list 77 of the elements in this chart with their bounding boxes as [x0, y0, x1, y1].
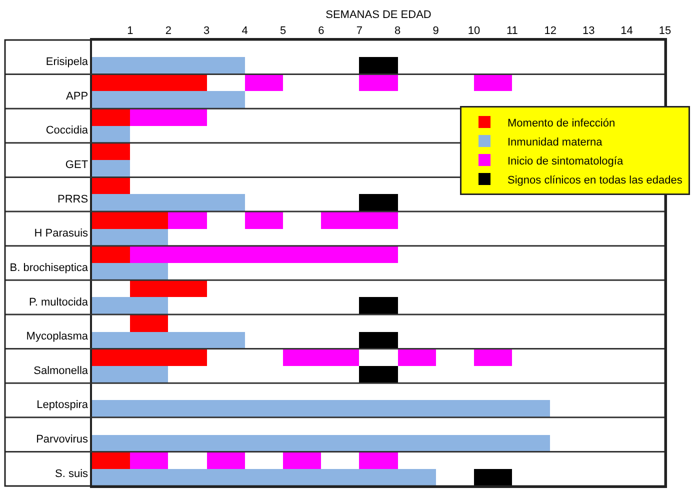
bar [168, 212, 207, 229]
bar [359, 366, 398, 383]
bar [92, 143, 130, 160]
x-tick-label: 6 [318, 24, 324, 37]
bar [359, 452, 398, 469]
x-tick-label: 2 [165, 24, 172, 37]
bar [92, 91, 245, 109]
y-tick-label: GET [65, 159, 88, 172]
bar [92, 109, 130, 126]
bar [130, 246, 398, 263]
bar [130, 314, 168, 332]
bar [92, 400, 550, 417]
y-tick-label: P. multocida [28, 296, 89, 308]
y-tick-label: Mycoplasma [26, 330, 89, 343]
bar [130, 280, 207, 297]
bar [359, 57, 398, 74]
bar [92, 57, 245, 74]
x-tick-label: 9 [432, 24, 439, 37]
x-axis-title: SEMANAS DE EDAD [326, 9, 432, 21]
legend-label: Inmunidad materna [508, 136, 604, 148]
bar [359, 297, 398, 314]
y-tick-label: Erisipela [46, 56, 89, 68]
x-tick-label: 7 [356, 24, 362, 37]
bar [130, 109, 207, 126]
y-tick-label: S. suis [55, 468, 89, 480]
bar [92, 160, 130, 177]
bar [474, 74, 512, 91]
bar [207, 452, 245, 469]
x-tick-label: 8 [394, 24, 401, 37]
bar [92, 126, 130, 143]
bar [92, 177, 130, 194]
bar [474, 349, 512, 366]
bar [359, 194, 398, 212]
bar [92, 246, 130, 263]
legend-label: Momento de infección [508, 117, 616, 130]
bar [92, 469, 436, 486]
x-tick-label: 5 [280, 24, 286, 37]
bar [359, 74, 398, 91]
bar [92, 349, 207, 366]
y-tick-label: B. brochiseptica [10, 262, 89, 274]
x-tick-label: 13 [582, 24, 595, 37]
bar [283, 452, 321, 469]
bar [130, 452, 168, 469]
bar [92, 435, 550, 452]
x-tick-label: 1 [127, 24, 134, 37]
bar [245, 74, 283, 91]
legend-label: Signos clínicos en todas las edades [508, 174, 683, 186]
bar [398, 349, 436, 366]
bar [92, 229, 168, 246]
x-tick-label: 14 [620, 24, 633, 37]
bar [92, 212, 168, 229]
y-tick-label: H Parasuis [34, 228, 89, 240]
x-tick-label: 12 [544, 24, 557, 37]
y-tick-label: Coccidia [46, 124, 89, 137]
bar [321, 212, 398, 229]
x-tick-label: 3 [204, 24, 210, 37]
bar [92, 366, 168, 383]
y-tick-label: Parvovirus [36, 434, 89, 446]
x-tick-label: 11 [506, 24, 518, 37]
x-tick-label: 4 [242, 24, 248, 37]
bar [359, 332, 398, 349]
bar [283, 349, 359, 366]
x-tick-label: 15 [658, 24, 672, 37]
x-tick-label: 10 [468, 24, 480, 37]
bar [92, 74, 207, 91]
bar [92, 263, 168, 280]
y-tick-label: APP [66, 90, 88, 102]
bar [92, 452, 130, 469]
bar [92, 194, 245, 212]
bar [245, 212, 283, 229]
bar [474, 469, 512, 486]
y-tick-label: PRRS [57, 193, 88, 206]
y-tick-label: Leptospira [36, 399, 89, 412]
bar [92, 332, 245, 349]
y-tick-label: Salmonella [34, 364, 89, 377]
legend-label: Inicio de sintomatología [508, 155, 624, 168]
bar [92, 297, 168, 314]
